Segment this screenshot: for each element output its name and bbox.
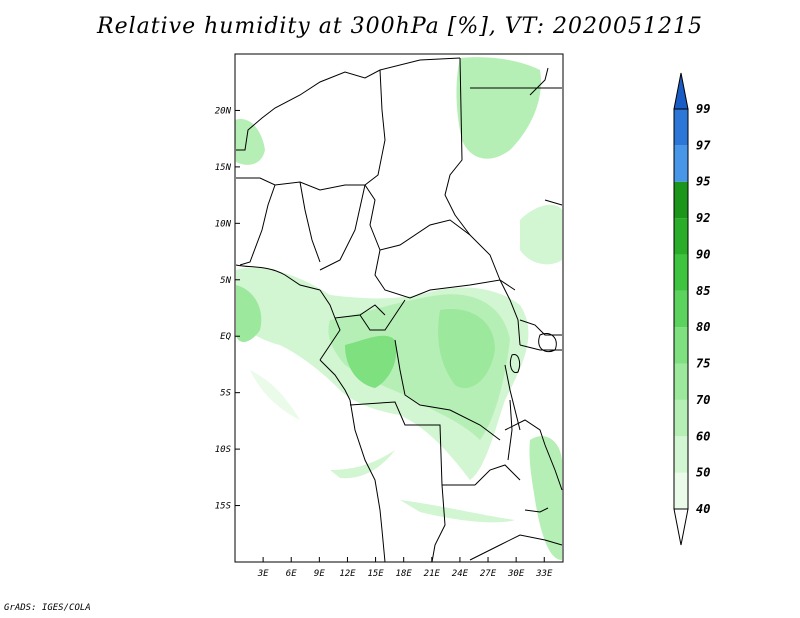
- map-frame: [234, 53, 564, 563]
- lon-tick-label: 27E: [480, 569, 497, 579]
- humidity-field: [235, 57, 562, 560]
- colorbar-segment: [674, 109, 688, 146]
- lon-tick-label: 18E: [396, 569, 413, 579]
- colorbar-level-label: 40: [696, 502, 710, 516]
- colorbar-segment: [674, 363, 688, 400]
- lon-tick-label: 21E: [424, 569, 441, 579]
- lat-tick-label: 5N: [220, 276, 231, 286]
- country-borders: [235, 57, 563, 563]
- longitude-axis: 3E 6E 9E 12E 15E 18E 21E 24E 27E 30E 33E: [257, 557, 553, 579]
- lon-tick-label: 6E: [286, 569, 297, 579]
- colorbar-level-label: 75: [696, 357, 710, 371]
- chart-title: Relative humidity at 300hPa [%], VT: 202…: [97, 14, 703, 39]
- colorbar-segment: [674, 145, 688, 182]
- colorbar-segment: [674, 218, 688, 255]
- colorbar-level-label: 92: [696, 211, 710, 225]
- lat-tick-label: 15S: [215, 502, 232, 512]
- colorbar: 40 50 60 70 75 80 85 90 92 95 97 99: [673, 72, 711, 546]
- colorbar-level-label: 99: [696, 102, 710, 116]
- colorbar-segment: [674, 290, 688, 328]
- lon-tick-label: 30E: [507, 569, 525, 579]
- colorbar-level-label: 90: [696, 247, 710, 261]
- lon-tick-label: 3E: [257, 569, 269, 579]
- lat-tick-label: 5S: [220, 389, 231, 399]
- colorbar-level-label: 50: [696, 466, 710, 480]
- lat-tick-label: 15N: [215, 163, 232, 173]
- lon-tick-label: 15E: [367, 569, 384, 579]
- colorbar-level-label: 85: [696, 284, 710, 298]
- colorbar-level-label: 95: [696, 175, 710, 189]
- lakes: [507, 333, 557, 513]
- lon-tick-label: 12E: [339, 569, 356, 579]
- colorbar-level-label: 70: [696, 393, 710, 407]
- lat-tick-label: EQ: [220, 332, 231, 342]
- colorbar-lower-arrow: [673, 508, 689, 546]
- latitude-axis: 20N 15N 10N 5N EQ 5S 10S 15S: [215, 106, 240, 512]
- colorbar-segment: [674, 327, 688, 364]
- lon-tick-label: 33E: [535, 569, 553, 579]
- colorbar-segment: [674, 472, 688, 509]
- colorbar-level-label: 97: [696, 138, 711, 152]
- colorbar-segment: [674, 254, 688, 291]
- colorbar-segment: [674, 436, 688, 473]
- colorbar-segment: [674, 399, 688, 437]
- lat-tick-label: 10S: [215, 445, 232, 455]
- colorbar-frame: [673, 108, 689, 510]
- lon-tick-label: 9E: [314, 569, 325, 579]
- lat-tick-label: 20N: [215, 106, 232, 116]
- colorbar-upper-arrow: [673, 72, 689, 110]
- colorbar-segment: [674, 181, 688, 219]
- footer-credit: GrADS: IGES/COLA: [4, 603, 91, 613]
- colorbar-level-label: 60: [696, 429, 710, 443]
- lon-tick-label: 24E: [452, 569, 469, 579]
- lat-tick-label: 10N: [215, 219, 232, 229]
- colorbar-level-label: 80: [696, 320, 710, 334]
